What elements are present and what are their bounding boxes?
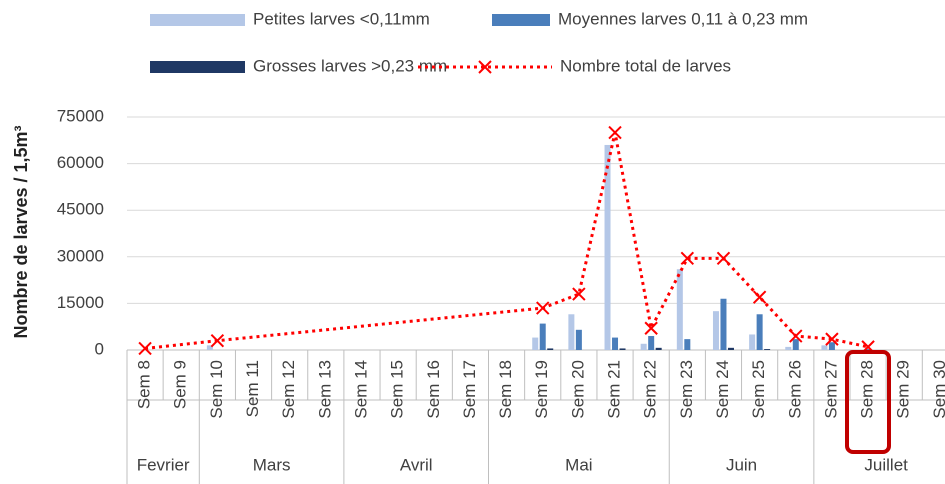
bar	[539, 323, 546, 350]
line	[144, 132, 869, 350]
line-marker	[752, 290, 767, 304]
y-tick-label: 15000	[57, 293, 104, 312]
bar	[206, 345, 213, 350]
x-tick-label: Sem 25	[749, 360, 768, 419]
x-tick-label: Sem 16	[424, 360, 443, 419]
bar	[612, 337, 619, 350]
bar	[749, 334, 756, 350]
bar	[547, 348, 554, 350]
bar	[727, 347, 734, 350]
legend-swatch	[150, 61, 245, 73]
legend-marker	[478, 60, 492, 74]
bar	[532, 337, 539, 350]
legend-label: Nombre total de larves	[560, 56, 731, 75]
bar	[619, 348, 626, 350]
x-tick-label: Sem 11	[243, 360, 262, 417]
bar	[640, 343, 647, 350]
legend-label: Moyennes larves 0,11 à 0,23 mm	[558, 9, 808, 28]
group-label: Avril	[400, 455, 433, 474]
bar	[720, 298, 727, 350]
x-tick-label: Sem 13	[315, 360, 334, 419]
line-marker	[210, 333, 225, 348]
y-tick-label: 0	[95, 339, 104, 358]
legend-swatch	[492, 14, 550, 26]
line-marker	[572, 287, 586, 301]
line-marker	[644, 321, 658, 335]
legend-item: Nombre total de larves	[418, 56, 731, 75]
x-tick-label: Sem 29	[894, 360, 913, 419]
group-label: Mai	[565, 455, 592, 474]
highlight-box	[845, 350, 891, 454]
y-tick-label: 75000	[57, 106, 104, 125]
group-label: Mars	[253, 455, 291, 474]
x-tick-label: Sem 12	[279, 360, 298, 419]
bar	[828, 342, 835, 350]
bar	[821, 345, 828, 350]
legend-item: Moyennes larves 0,11 à 0,23 mm	[492, 9, 808, 28]
legend-item: Petites larves <0,11mm	[150, 9, 430, 28]
line-marker	[680, 251, 695, 266]
x-tick-label: Sem 24	[713, 360, 732, 419]
line-marker	[138, 341, 152, 356]
x-tick-label: Sem 26	[785, 360, 804, 419]
bar	[865, 349, 872, 350]
line-marker	[825, 332, 839, 346]
bar	[792, 339, 799, 350]
group-label: Juillet	[864, 455, 908, 474]
y-tick-label: 60000	[57, 153, 104, 172]
x-tick-label: Sem 19	[532, 360, 551, 419]
y-axis-label: Nombre de larves / 1,5m³	[11, 125, 31, 338]
x-tick-label: Sem 14	[351, 360, 370, 419]
x-tick-label: Sem 9	[171, 360, 190, 409]
legend-label: Grosses larves >0,23 mm	[253, 56, 447, 75]
x-tick-label: Sem 20	[568, 360, 587, 419]
legend-label: Petites larves <0,11mm	[253, 9, 430, 28]
bar	[568, 314, 575, 350]
line-marker	[536, 301, 550, 315]
bar	[655, 347, 662, 350]
bar	[764, 349, 771, 350]
bar	[604, 144, 611, 350]
x-tick-label: Sem 27	[821, 360, 840, 419]
x-tick-label: Sem 21	[605, 360, 624, 419]
bar	[756, 314, 763, 350]
bar	[648, 336, 655, 350]
x-tick-label: Sem 8	[135, 360, 154, 409]
group-label: Juin	[726, 455, 757, 474]
y-tick-label: 45000	[57, 200, 104, 219]
x-tick-label: Sem 17	[460, 360, 479, 419]
bar	[712, 311, 719, 350]
group-label: Fevrier	[137, 455, 190, 474]
bar	[785, 346, 792, 350]
y-tick-label: 30000	[57, 246, 104, 265]
line-marker	[716, 251, 731, 266]
x-tick-label: Sem 22	[641, 360, 660, 419]
x-tick-label: Sem 10	[207, 360, 226, 419]
bar	[684, 339, 691, 350]
line-marker	[789, 329, 803, 343]
legend-item: Grosses larves >0,23 mm	[150, 56, 447, 75]
x-tick-label: Sem 23	[677, 360, 696, 419]
x-tick-label: Sem 28	[858, 360, 877, 419]
x-tick-label: Sem 30	[930, 360, 945, 419]
x-tick-label: Sem 15	[388, 360, 407, 419]
x-tick-label: Sem 18	[496, 360, 515, 419]
bar	[676, 269, 683, 350]
legend-swatch	[150, 14, 245, 26]
bar	[575, 329, 582, 350]
line-marker	[608, 125, 622, 140]
